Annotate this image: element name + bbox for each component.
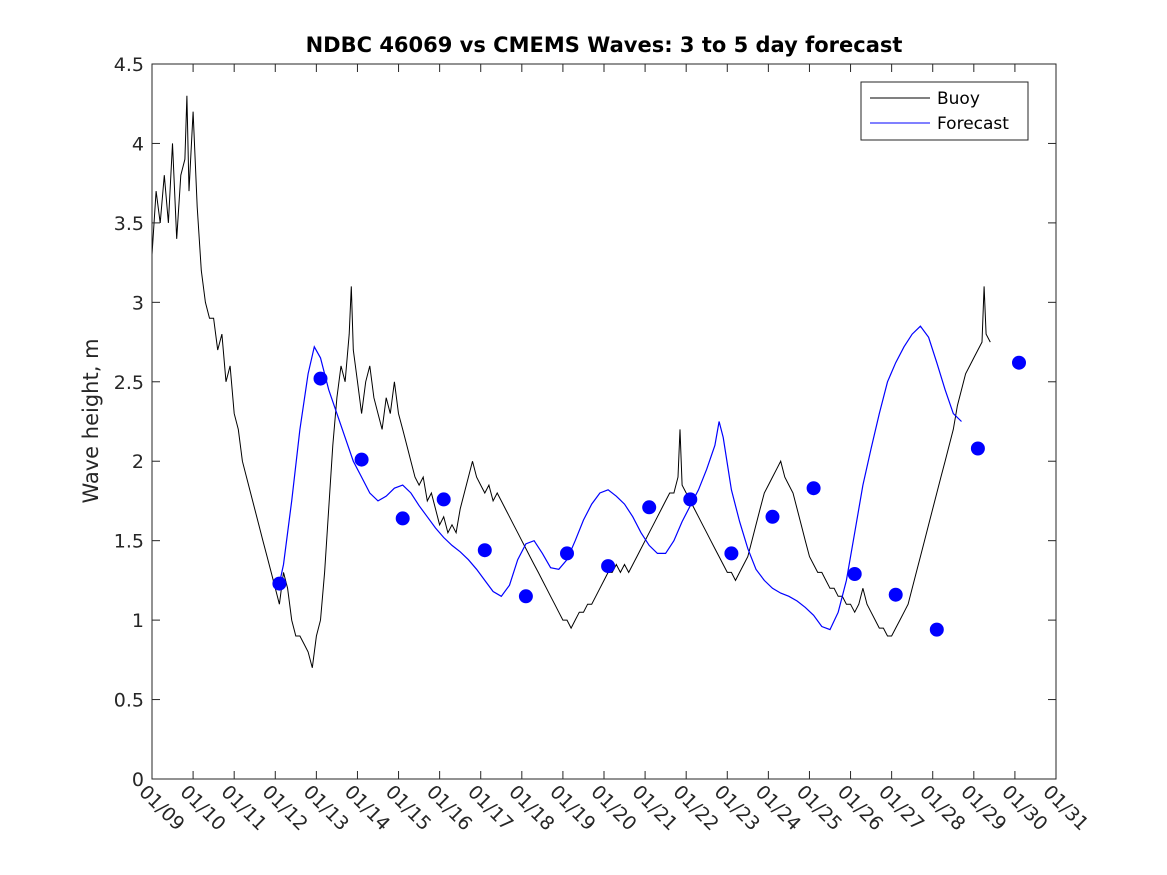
forecast-point xyxy=(601,559,616,574)
forecast-point xyxy=(847,567,862,581)
legend-buoy-label: Buoy xyxy=(937,89,980,109)
y-tick-label: 0 xyxy=(132,769,144,791)
forecast-point xyxy=(395,511,410,526)
forecast-point xyxy=(683,492,698,507)
forecast-point xyxy=(724,546,739,561)
forecast-point xyxy=(929,622,944,637)
y-tick-label: 2.5 xyxy=(114,372,144,394)
forecast-point xyxy=(436,492,451,507)
forecast-point xyxy=(354,452,369,467)
forecast-point xyxy=(888,587,903,602)
legend-box xyxy=(860,81,1029,141)
y-tick-label: 3 xyxy=(132,292,144,314)
forecast-point xyxy=(518,589,533,604)
forecast-point xyxy=(313,371,328,386)
forecast-point xyxy=(642,500,657,515)
chart-title: NDBC 46069 vs CMEMS Waves: 3 to 5 day fo… xyxy=(306,33,903,57)
forecast-point xyxy=(560,546,574,561)
forecast-point xyxy=(272,576,287,591)
y-tick-label: 2 xyxy=(132,451,144,473)
y-tick-label: 3.5 xyxy=(114,213,144,235)
forecast-point xyxy=(806,481,821,496)
y-tick-labels: 0 0.5 1 1.5 2 2.5 3 3.5 4 4.5 xyxy=(114,54,144,791)
y-tick-label: 4 xyxy=(132,133,144,155)
y-tick-label: 1.5 xyxy=(114,531,144,553)
y-tick-label: 4.5 xyxy=(114,54,144,76)
forecast-point xyxy=(1012,355,1026,370)
series-layer xyxy=(151,95,1026,668)
forecast-series-line xyxy=(278,325,962,631)
y-tick-label: 0.5 xyxy=(114,690,144,712)
legend-forecast-label: Forecast xyxy=(937,114,1009,134)
plot-area xyxy=(152,64,1056,779)
legend: Buoy Forecast xyxy=(860,81,1029,141)
forecast-point xyxy=(477,543,492,558)
y-tick-label: 1 xyxy=(132,610,144,632)
forecast-point xyxy=(765,509,780,524)
forecast-point xyxy=(970,441,985,456)
buoy-series-line xyxy=(151,95,991,668)
y-axis-label: Wave height, m xyxy=(79,338,103,503)
ticks-layer xyxy=(151,63,1057,780)
